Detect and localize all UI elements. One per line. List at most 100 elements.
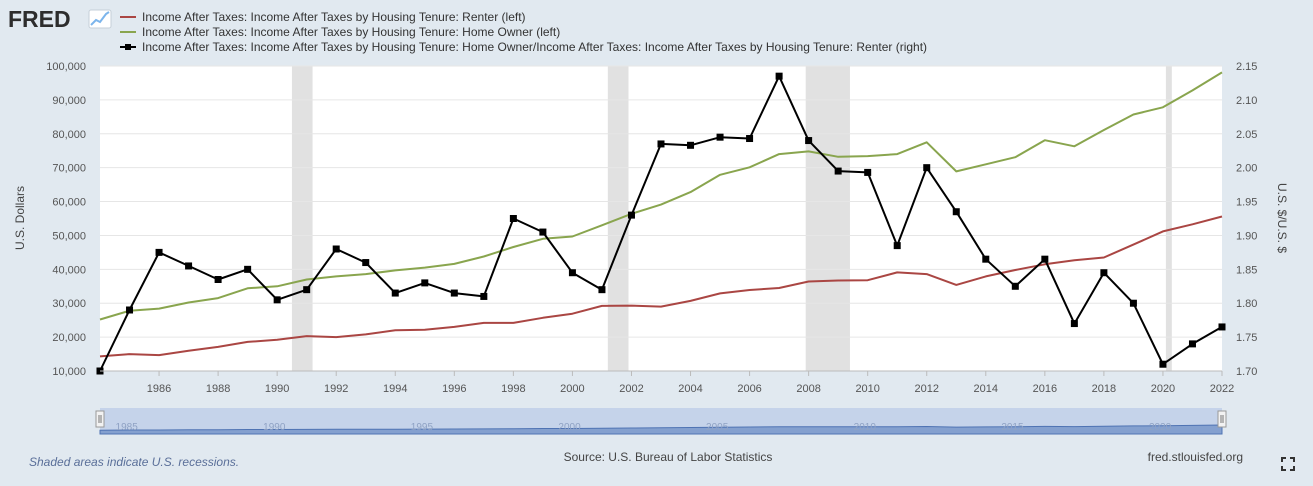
- axes: 10,000 20,000 30,000 40,000 50,000 60,000 70,0…: [46, 61, 1257, 395]
- y-axis-right-label: U.S. $/U.S. $: [1275, 183, 1289, 253]
- x-tick-label: 1998: [501, 383, 525, 395]
- legend: Income After Taxes: Income After Taxes b…: [120, 10, 927, 54]
- y-left-tick-label: 70,000: [52, 163, 86, 175]
- x-tick-label: 2016: [1033, 383, 1057, 395]
- navigator-year-label: 1995: [411, 422, 434, 433]
- y-right-tick-label: 2.05: [1236, 129, 1257, 141]
- series-marker-2: [952, 208, 960, 216]
- navigator-year-label: 2010: [854, 422, 877, 433]
- y-right-tick-label: 1.70: [1236, 366, 1257, 378]
- y-left-tick-label: 90,000: [52, 95, 86, 107]
- series-marker-2: [244, 265, 252, 273]
- recession-band: [1165, 66, 1172, 371]
- gridlines: [100, 65, 1222, 338]
- navigator-year-label: 2015: [1001, 422, 1024, 433]
- x-tick-label: 2014: [974, 383, 998, 395]
- y-right-tick-label: 1.75: [1236, 332, 1257, 344]
- y-right-tick-label: 1.95: [1236, 197, 1257, 209]
- range-navigator[interactable]: 1985 1990 1995 2000 2005 2010 2015 2020: [95, 408, 1227, 435]
- series-line-0: [99, 215, 1223, 358]
- y-left-tick-label: 20,000: [52, 332, 86, 344]
- y-right-tick-label: 1.80: [1236, 298, 1257, 310]
- series-marker-2: [982, 255, 990, 263]
- x-tick-label: 2008: [796, 383, 820, 395]
- x-tick-label: 1992: [324, 383, 348, 395]
- navigator-year-label: 1985: [116, 422, 139, 433]
- y-right-tick-label: 1.85: [1236, 264, 1257, 276]
- recession-band: [291, 66, 313, 371]
- x-tick-label: 2000: [560, 383, 584, 395]
- navigator-year-label: 2020: [1149, 422, 1172, 433]
- x-tick-label: 1986: [147, 383, 171, 395]
- y-left-tick-label: 10,000: [52, 366, 86, 378]
- series-marker-2: [687, 141, 695, 149]
- recession-shading: [291, 66, 1172, 371]
- series-marker-2: [303, 286, 311, 294]
- series-marker-2: [509, 215, 517, 222]
- x-tick-label: 2012: [914, 383, 938, 395]
- navigator-year-label: 1990: [263, 422, 286, 433]
- x-tick-label: 1996: [442, 383, 466, 395]
- source-note: Source: U.S. Bureau of Labor Statistics: [564, 450, 773, 464]
- series-marker-2: [893, 242, 901, 250]
- series-marker-2: [126, 306, 134, 314]
- series-marker-2: [539, 228, 547, 236]
- series-marker-2: [1159, 360, 1167, 368]
- series-marker-2: [362, 259, 370, 267]
- series-line-1: [99, 71, 1223, 321]
- plot-area: [100, 66, 1222, 371]
- recession-band: [805, 66, 850, 371]
- y-left-tick-label: 40,000: [52, 264, 86, 276]
- series-marker-2: [1218, 323, 1226, 331]
- x-tick-label: 2010: [855, 383, 879, 395]
- series-marker-2: [155, 248, 163, 256]
- x-tick-label: 1990: [265, 383, 289, 395]
- legend-marker-2: [125, 44, 131, 50]
- x-tick-label: 1994: [383, 383, 407, 395]
- series-marker-2: [657, 140, 665, 148]
- series-marker-2: [598, 286, 606, 294]
- y-left-tick-label: 80,000: [52, 129, 86, 141]
- series-marker-2: [834, 167, 842, 175]
- legend-label-1: Income After Taxes: Income After Taxes b…: [142, 25, 560, 39]
- y-axis-left-label: U.S. Dollars: [13, 186, 27, 250]
- series-marker-2: [214, 276, 222, 283]
- series-marker-2: [1011, 282, 1019, 290]
- navigator-handle-left[interactable]: [95, 410, 105, 428]
- x-tick-label: 1988: [206, 383, 230, 395]
- series-layer: [96, 71, 1226, 375]
- trend-line-icon: [88, 9, 112, 29]
- series-marker-2: [480, 292, 488, 300]
- y-right-tick-label: 2.15: [1236, 61, 1257, 73]
- series-marker-2: [332, 245, 340, 253]
- series-marker-2: [1188, 340, 1196, 348]
- x-tick-label: 2006: [737, 383, 761, 395]
- y-left-tick-label: 100,000: [46, 61, 86, 73]
- site-link[interactable]: fred.stlouisfed.org: [1148, 450, 1243, 464]
- legend-label-0: Income After Taxes: Income After Taxes b…: [142, 10, 526, 24]
- series-marker-2: [273, 296, 281, 304]
- x-tick-label: 2020: [1151, 383, 1175, 395]
- navigator-labels: 1985 1990 1995 2000 2005 2010 2015 2020: [116, 422, 1172, 433]
- legend-label-2: Income After Taxes: Income After Taxes b…: [142, 40, 927, 54]
- x-tick-label: 2022: [1210, 383, 1234, 395]
- fred-logo: FRED: [8, 6, 71, 32]
- navigator-year-label: 2000: [558, 422, 581, 433]
- x-tick-label: 2004: [678, 383, 702, 395]
- navigator-year-label: 2005: [706, 422, 729, 433]
- fullscreen-icon[interactable]: [1281, 457, 1295, 471]
- y-left-tick-label: 50,000: [52, 230, 86, 242]
- navigator-series-area: [99, 424, 1223, 435]
- x-tick-label: 2018: [1092, 383, 1116, 395]
- y-right-tick-label: 2.00: [1236, 163, 1257, 175]
- navigator-handle-right[interactable]: [1217, 410, 1227, 428]
- series-marker-2: [1129, 299, 1137, 307]
- series-marker-2: [568, 269, 576, 277]
- series-marker-2: [864, 168, 872, 176]
- y-left-tick-label: 60,000: [52, 197, 86, 209]
- y-right-tick-label: 2.10: [1236, 95, 1257, 107]
- recession-note: Shaded areas indicate U.S. recessions.: [29, 455, 239, 469]
- series-marker-2: [716, 133, 724, 141]
- y-left-tick-label: 30,000: [52, 298, 86, 310]
